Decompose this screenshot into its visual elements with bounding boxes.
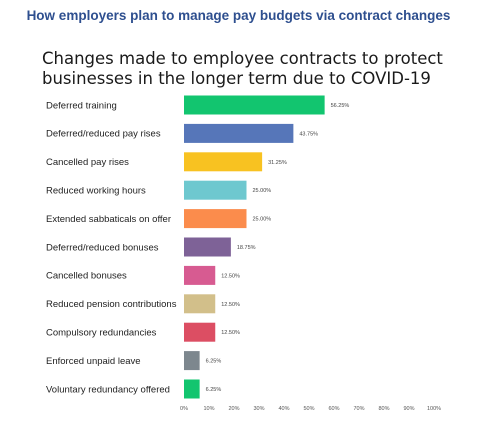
chart-title-line-2: businesses in the longer term due to COV… — [42, 69, 431, 88]
bar — [184, 180, 247, 200]
x-tick-label: 10% — [203, 406, 214, 412]
bar — [184, 379, 200, 399]
bar — [184, 351, 200, 371]
value-label: 56.25% — [331, 103, 350, 109]
value-label: 12.50% — [221, 302, 240, 308]
category-label: Reduced pension contributions — [46, 299, 177, 310]
bar — [184, 237, 231, 257]
bar — [184, 95, 325, 115]
value-label: 6.25% — [206, 359, 222, 365]
bar — [184, 265, 216, 285]
value-label: 12.50% — [221, 330, 240, 336]
chart-title: Changes made to employee contracts to pr… — [42, 49, 462, 89]
x-tick-label: 20% — [228, 406, 239, 412]
category-label: Deferred/reduced pay rises — [46, 129, 161, 140]
category-label: Reduced working hours — [46, 186, 146, 197]
bar — [184, 294, 216, 314]
category-label: Compulsory redundancies — [46, 328, 157, 339]
value-label: 43.75% — [299, 131, 318, 137]
x-tick-label: 60% — [328, 406, 339, 412]
x-tick-label: 40% — [278, 406, 289, 412]
x-tick-label: 50% — [303, 406, 314, 412]
bar — [184, 322, 216, 342]
infographic-header: How employers plan to manage pay budgets… — [26, 8, 451, 23]
x-tick-label: 30% — [253, 406, 264, 412]
category-label: Deferred training — [46, 100, 117, 111]
x-tick-label: 70% — [353, 406, 364, 412]
value-label: 6.25% — [206, 387, 222, 393]
category-label: Cancelled bonuses — [46, 271, 127, 282]
category-label: Cancelled pay rises — [46, 157, 129, 168]
category-label: Extended sabbaticals on offer — [46, 214, 171, 225]
x-tick-label: 0% — [180, 406, 188, 412]
value-label: 25.00% — [253, 217, 272, 223]
value-label: 18.75% — [237, 245, 256, 251]
category-label: Enforced unpaid leave — [46, 356, 141, 367]
bar — [184, 209, 247, 229]
bar — [184, 123, 294, 143]
category-label: Voluntary redundancy offered — [46, 384, 170, 395]
value-label: 12.50% — [221, 273, 240, 279]
x-tick-label: 100% — [427, 406, 441, 412]
chart-title-line-1: Changes made to employee contracts to pr… — [42, 49, 443, 68]
x-tick-label: 80% — [378, 406, 389, 412]
value-label: 25.00% — [253, 188, 272, 194]
bar — [184, 152, 263, 172]
value-label: 31.25% — [268, 160, 287, 166]
x-tick-label: 90% — [403, 406, 414, 412]
category-label: Deferred/reduced bonuses — [46, 242, 159, 253]
